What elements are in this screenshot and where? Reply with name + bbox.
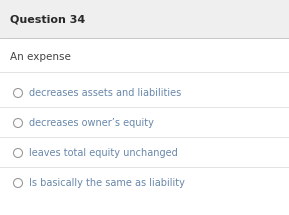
Bar: [0, 0, 289, 38]
Text: decreases owner’s equity: decreases owner’s equity: [29, 118, 154, 128]
Text: leaves total equity unchanged: leaves total equity unchanged: [29, 148, 178, 158]
Text: An expense: An expense: [10, 52, 71, 62]
Text: Is basically the same as liability: Is basically the same as liability: [29, 178, 185, 188]
Text: decreases assets and liabilities: decreases assets and liabilities: [29, 88, 181, 98]
Text: Question 34: Question 34: [10, 14, 85, 24]
